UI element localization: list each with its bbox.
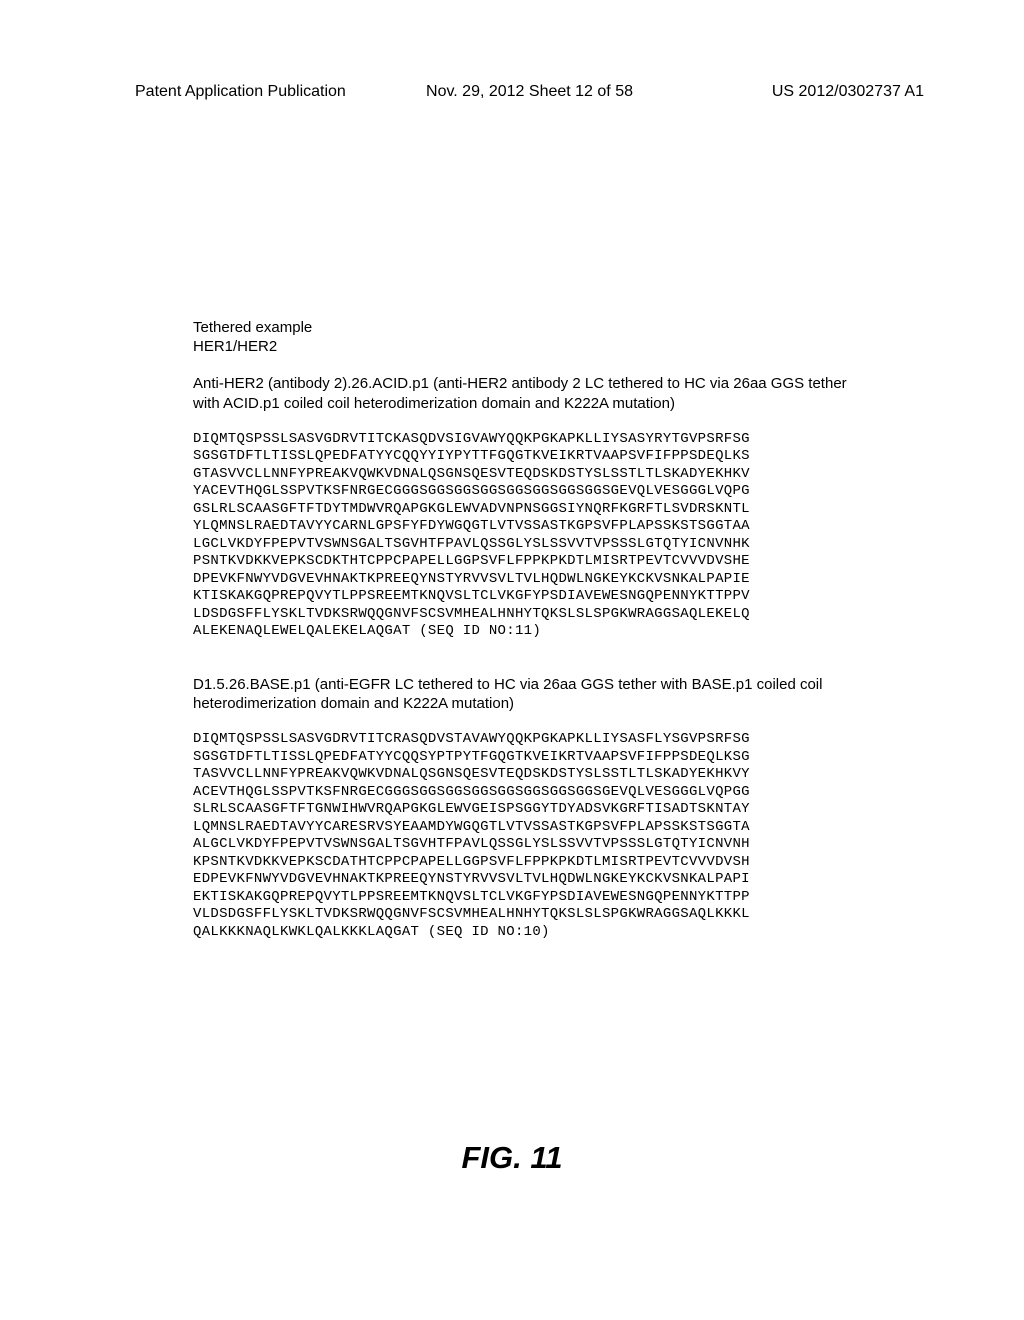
block2-description: D1.5.26.BASE.p1 (anti-EGFR LC tethered t… [193,675,873,713]
content-region: Tethered example HER1/HER2 Anti-HER2 (an… [193,318,873,941]
block2-sequence: DIQMTQSPSSLSASVGDRVTITCRASQDVSTAVAWYQQKP… [193,731,873,941]
section-title-line2: HER1/HER2 [193,337,873,356]
page-header: Patent Application Publication Nov. 29, … [135,83,924,101]
header-left-text: Patent Application Publication [135,83,346,101]
figure-label: FIG. 11 [0,1140,1024,1176]
page-root: Patent Application Publication Nov. 29, … [0,0,1024,1320]
block1-description: Anti-HER2 (antibody 2).26.ACID.p1 (anti-… [193,374,873,412]
header-right-text: US 2012/0302737 A1 [772,83,924,101]
block1-sequence: DIQMTQSPSSLSASVGDRVTITCKASQDVSIGVAWYQQKP… [193,431,873,641]
header-center-text: Nov. 29, 2012 Sheet 12 of 58 [426,83,633,101]
section-title-line1: Tethered example [193,318,873,337]
